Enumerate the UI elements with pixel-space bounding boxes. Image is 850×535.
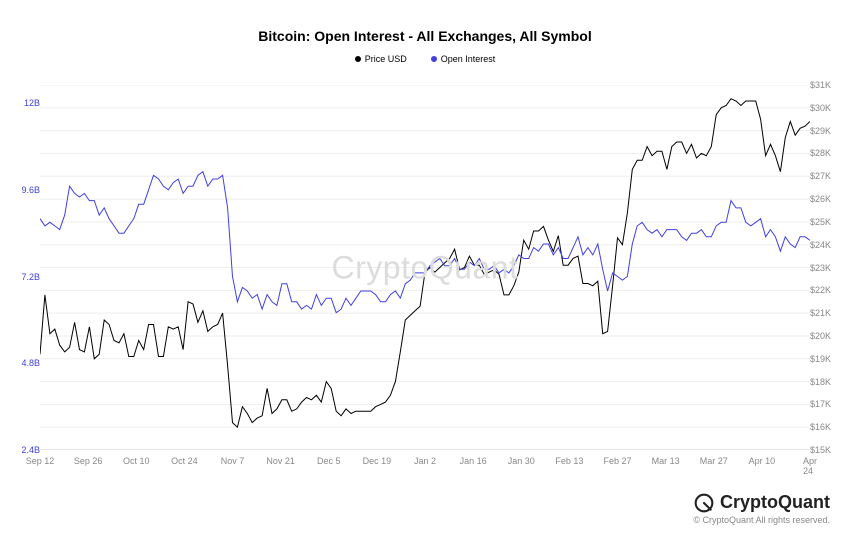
- y-right-tick: $22K: [810, 285, 831, 295]
- x-tick: Oct 24: [171, 456, 198, 466]
- y-right-tick: $28K: [810, 148, 831, 158]
- legend-item-oi: Open Interest: [431, 54, 496, 64]
- x-tick: Apr 24: [803, 456, 817, 476]
- x-axis: Sep 12Sep 26Oct 10Oct 24Nov 7Nov 21Dec 5…: [40, 452, 810, 470]
- y-axis-left: 2.4B4.8B7.2B9.6B12B: [8, 85, 40, 450]
- y-right-tick: $30K: [810, 103, 831, 113]
- x-tick: Apr 10: [749, 456, 776, 466]
- y-right-tick: $21K: [810, 308, 831, 318]
- footer: CryptoQuant © CryptoQuant All rights res…: [693, 492, 830, 525]
- y-axis-right: $15K$16K$17K$18K$19K$20K$21K$22K$23K$24K…: [810, 85, 842, 450]
- x-tick: Jan 16: [460, 456, 487, 466]
- y-right-tick: $29K: [810, 126, 831, 136]
- legend-dot-oi: [431, 56, 437, 62]
- y-right-tick: $25K: [810, 217, 831, 227]
- y-right-tick: $23K: [810, 263, 831, 273]
- footer-logo: CryptoQuant: [693, 492, 830, 513]
- legend-dot-price: [355, 56, 361, 62]
- x-tick: Dec 5: [317, 456, 341, 466]
- plot-svg: [40, 85, 810, 450]
- chart-container: Bitcoin: Open Interest - All Exchanges, …: [0, 0, 850, 535]
- y-right-tick: $15K: [810, 445, 831, 455]
- x-tick: Jan 30: [508, 456, 535, 466]
- x-tick: Oct 10: [123, 456, 150, 466]
- footer-brand: CryptoQuant: [720, 492, 830, 513]
- footer-copyright: © CryptoQuant All rights reserved.: [693, 515, 830, 525]
- x-tick: Feb 13: [555, 456, 583, 466]
- legend-item-price: Price USD: [355, 54, 407, 64]
- y-left-tick: 4.8B: [8, 358, 40, 368]
- y-right-tick: $20K: [810, 331, 831, 341]
- x-tick: Sep 12: [26, 456, 55, 466]
- y-right-tick: $24K: [810, 240, 831, 250]
- y-left-tick: 2.4B: [8, 445, 40, 455]
- x-tick: Nov 7: [221, 456, 245, 466]
- y-right-tick: $26K: [810, 194, 831, 204]
- legend-label-oi: Open Interest: [441, 54, 496, 64]
- y-right-tick: $19K: [810, 354, 831, 364]
- x-tick: Feb 27: [603, 456, 631, 466]
- y-right-tick: $16K: [810, 422, 831, 432]
- logo-icon: [694, 493, 714, 513]
- y-right-tick: $17K: [810, 399, 831, 409]
- x-tick: Jan 2: [414, 456, 436, 466]
- x-tick: Sep 26: [74, 456, 103, 466]
- y-left-tick: 7.2B: [8, 272, 40, 282]
- plot-area: CryptoQuant: [40, 85, 810, 450]
- x-tick: Dec 19: [363, 456, 392, 466]
- y-left-tick: 9.6B: [8, 185, 40, 195]
- y-right-tick: $27K: [810, 171, 831, 181]
- y-left-tick: 12B: [8, 98, 40, 108]
- x-tick: Nov 21: [266, 456, 295, 466]
- legend-label-price: Price USD: [365, 54, 407, 64]
- x-tick: Mar 13: [652, 456, 680, 466]
- legend: Price USD Open Interest: [0, 54, 850, 64]
- y-right-tick: $31K: [810, 80, 831, 90]
- chart-title: Bitcoin: Open Interest - All Exchanges, …: [0, 0, 850, 44]
- x-tick: Mar 27: [700, 456, 728, 466]
- y-right-tick: $18K: [810, 377, 831, 387]
